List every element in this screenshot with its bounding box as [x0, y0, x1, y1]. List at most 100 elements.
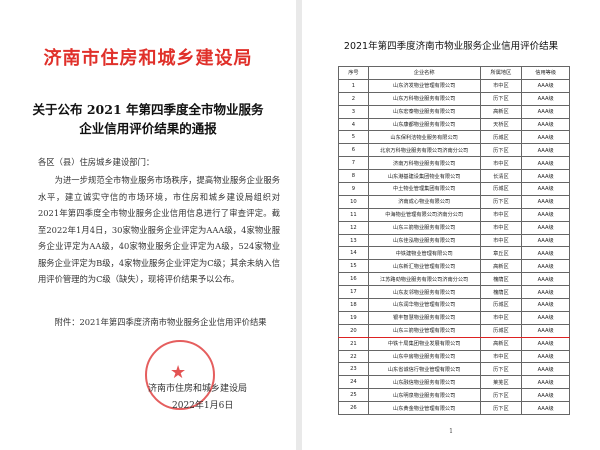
table-cell: AAA级 [521, 143, 570, 158]
table-cell: 16 [338, 272, 369, 287]
table-row: 24 山东融信物业服务有限公司 莱芜区 AAA级 [338, 375, 570, 390]
table-cell: 10 [338, 194, 369, 209]
table-cell: 山东中房物业服务有限公司 [367, 349, 481, 364]
table-cell: 8 [338, 169, 369, 184]
table-cell: 7 [338, 156, 369, 171]
table-cell: 19 [338, 310, 369, 325]
table-cell: 历城区 [479, 298, 523, 312]
table-row: 6 北京万科物业服务有限公司济南分公司 历下区 AAA级 [338, 143, 570, 158]
table-cell: 14 [338, 246, 369, 261]
table-cell: 山东润华物业管理有限公司 [367, 298, 481, 312]
table-cell: 18 [338, 298, 369, 312]
table-cell: 历城区 [479, 323, 523, 338]
table-cell: 26 [338, 401, 369, 416]
table-cell: AAA级 [521, 336, 570, 351]
table-cell: AAA级 [521, 246, 570, 261]
table-cell: 市中区 [479, 233, 523, 248]
title-line: 关于公布 2021 年第四季度全市物业服务 [32, 102, 264, 117]
table-cell: 莱芜区 [479, 375, 523, 390]
body: 为进一步规范全市物业服务市场秩序，提高物业服务企业服务水平，建立诚实守信的市场环… [38, 175, 280, 284]
table-cell: 9 [338, 182, 369, 196]
table-cell: AAA级 [521, 104, 570, 119]
table-cell: 中土物业管理集团有限公司 [367, 182, 481, 196]
table-cell: 银丰智慧物业服务有限公司 [367, 310, 481, 325]
table-cell: AAA级 [521, 375, 570, 390]
table-cell: AAA级 [521, 323, 570, 338]
table-cell: 山东新汇物业管理有限公司 [367, 259, 481, 274]
stamp [145, 340, 215, 410]
table-cell: 2 [338, 91, 369, 106]
table-row: 16 江苏路劲物业服务有限公司济南分公司 槐荫区 AAA级 [338, 272, 570, 287]
table-cell: 20 [338, 323, 369, 338]
table-row: 23 山东省诚信行物业管理有限公司 历下区 AAA级 [338, 362, 570, 377]
table-cell: 济南成心物业有限公司 [367, 194, 481, 209]
table-cell: 山东保利洁物业服务有限公司 [367, 130, 481, 145]
table-cell: 北京万科物业服务有限公司济南分公司 [367, 143, 481, 158]
table-row: 7 济南万科物业服务有限公司 市中区 AAA级 [338, 156, 570, 171]
title-line: 企业信用评价结果的通报 [79, 121, 217, 136]
table-cell: 山东康都物业服务有限公司 [367, 117, 481, 132]
table-cell: 山东港基建设集团物业有限公司 [367, 169, 481, 184]
table-row: 9 中土物业管理集团有限公司 历城区 AAA级 [338, 182, 570, 196]
table-cell: AAA级 [521, 182, 570, 196]
table-cell: 山东三箭物业管理有限公司 [367, 323, 481, 338]
notice-page: 济南市住房和城乡建设局 关于公布 2021 年第四季度全市物业服务 企业信用评价… [0, 0, 296, 450]
table-cell: 市中区 [479, 207, 523, 222]
table-cell: 高新区 [479, 336, 523, 351]
table-cell: AAA级 [521, 388, 570, 403]
table-cell: AAA级 [521, 285, 570, 300]
table-cell: 4 [338, 117, 369, 132]
table-cell: AAA级 [521, 401, 570, 416]
table-row: 4 山东康都物业服务有限公司 天桥区 AAA级 [338, 117, 570, 132]
table-cell: AAA级 [521, 272, 570, 287]
header-cell: 序号 [338, 66, 369, 80]
table-cell: 高新区 [479, 104, 523, 119]
table-cell: 15 [338, 259, 369, 274]
table-row: 10 济南成心物业有限公司 历下区 AAA级 [338, 194, 570, 209]
table-row: 15 山东新汇物业管理有限公司 高新区 AAA级 [338, 259, 570, 274]
table-cell: 山东济发物业管理有限公司 [367, 78, 481, 93]
table-cell: AAA级 [521, 91, 570, 106]
table-cell: AAA级 [521, 233, 570, 248]
table-cell: 槐荫区 [479, 285, 523, 300]
table: 序号 企业名称 所属地区 信用等级 1 山东济发物业管理有限公司 市中区 AAA级 2 山东万科… [338, 66, 570, 416]
table-cell: 山东佳泓物业服务有限公司 [367, 233, 481, 248]
table-cell: AAA级 [521, 156, 570, 171]
table-cell: 章丘区 [479, 246, 523, 261]
table-row: 12 山东三箭物业服务有限公司 市中区 AAA级 [338, 220, 570, 235]
table-cell: 中海物业管理有限公司济南分公司 [367, 207, 481, 222]
table-cell: 市中区 [479, 220, 523, 235]
signature: 济南市住房和城乡建设局 [148, 384, 248, 394]
table-cell: 历下区 [479, 401, 523, 416]
table-cell: AAA级 [521, 349, 570, 364]
table-page: 2021年第四季度济南市物业服务企业信用评价结果 序号 企业名称 所属地区 信用等级 … [302, 0, 600, 450]
table-cell: 历下区 [479, 362, 523, 377]
header: 济南市住房和城乡建设局 [43, 48, 253, 69]
table-cell: 市中区 [479, 78, 523, 93]
table-row: 19 银丰智慧物业服务有限公司 市中区 AAA级 [338, 310, 570, 325]
table-row: 11 中海物业管理有限公司济南分公司 市中区 AAA级 [338, 207, 570, 222]
table-cell: 市中区 [479, 349, 523, 364]
table-cell: 山东三箭物业服务有限公司 [367, 220, 481, 235]
table-cell: 山东明泉物业服务有限公司 [367, 388, 481, 403]
table-cell: 历城区 [479, 130, 523, 145]
table-cell: 高新区 [479, 259, 523, 274]
header-cell: 企业名称 [367, 66, 481, 80]
table-cell: AAA级 [521, 298, 570, 312]
table-cell: 中铁建物业管理有限公司 [367, 246, 481, 261]
table-cell: 5 [338, 130, 369, 145]
table-cell: 历下区 [479, 388, 523, 403]
table-cell: 3 [338, 104, 369, 119]
table-cell: 山东宏泰物业服务有限公司 [367, 104, 481, 119]
table-row: 18 山东润华物业管理有限公司 历城区 AAA级 [338, 298, 570, 312]
table-cell: 江苏路劲物业服务有限公司济南分公司 [367, 272, 481, 287]
table-row: 8 山东港基建设集团物业有限公司 长清区 AAA级 [338, 169, 570, 184]
table-row: 2 山东万科物业服务有限公司 历下区 AAA级 [338, 91, 570, 106]
table-row: 3 山东宏泰物业服务有限公司 高新区 AAA级 [338, 104, 570, 119]
table-row: 14 中铁建物业管理有限公司 章丘区 AAA级 [338, 246, 570, 261]
table-cell: 山东友邻物业服务有限公司 [367, 285, 481, 300]
table-body: 1 山东济发物业管理有限公司 市中区 AAA级 2 山东万科物业服务有限公司 历下区 AAA级… [338, 78, 570, 416]
table-row: 17 山东友邻物业服务有限公司 槐荫区 AAA级 [338, 285, 570, 300]
table-cell: 历下区 [479, 91, 523, 106]
table-cell: AAA级 [521, 78, 570, 93]
